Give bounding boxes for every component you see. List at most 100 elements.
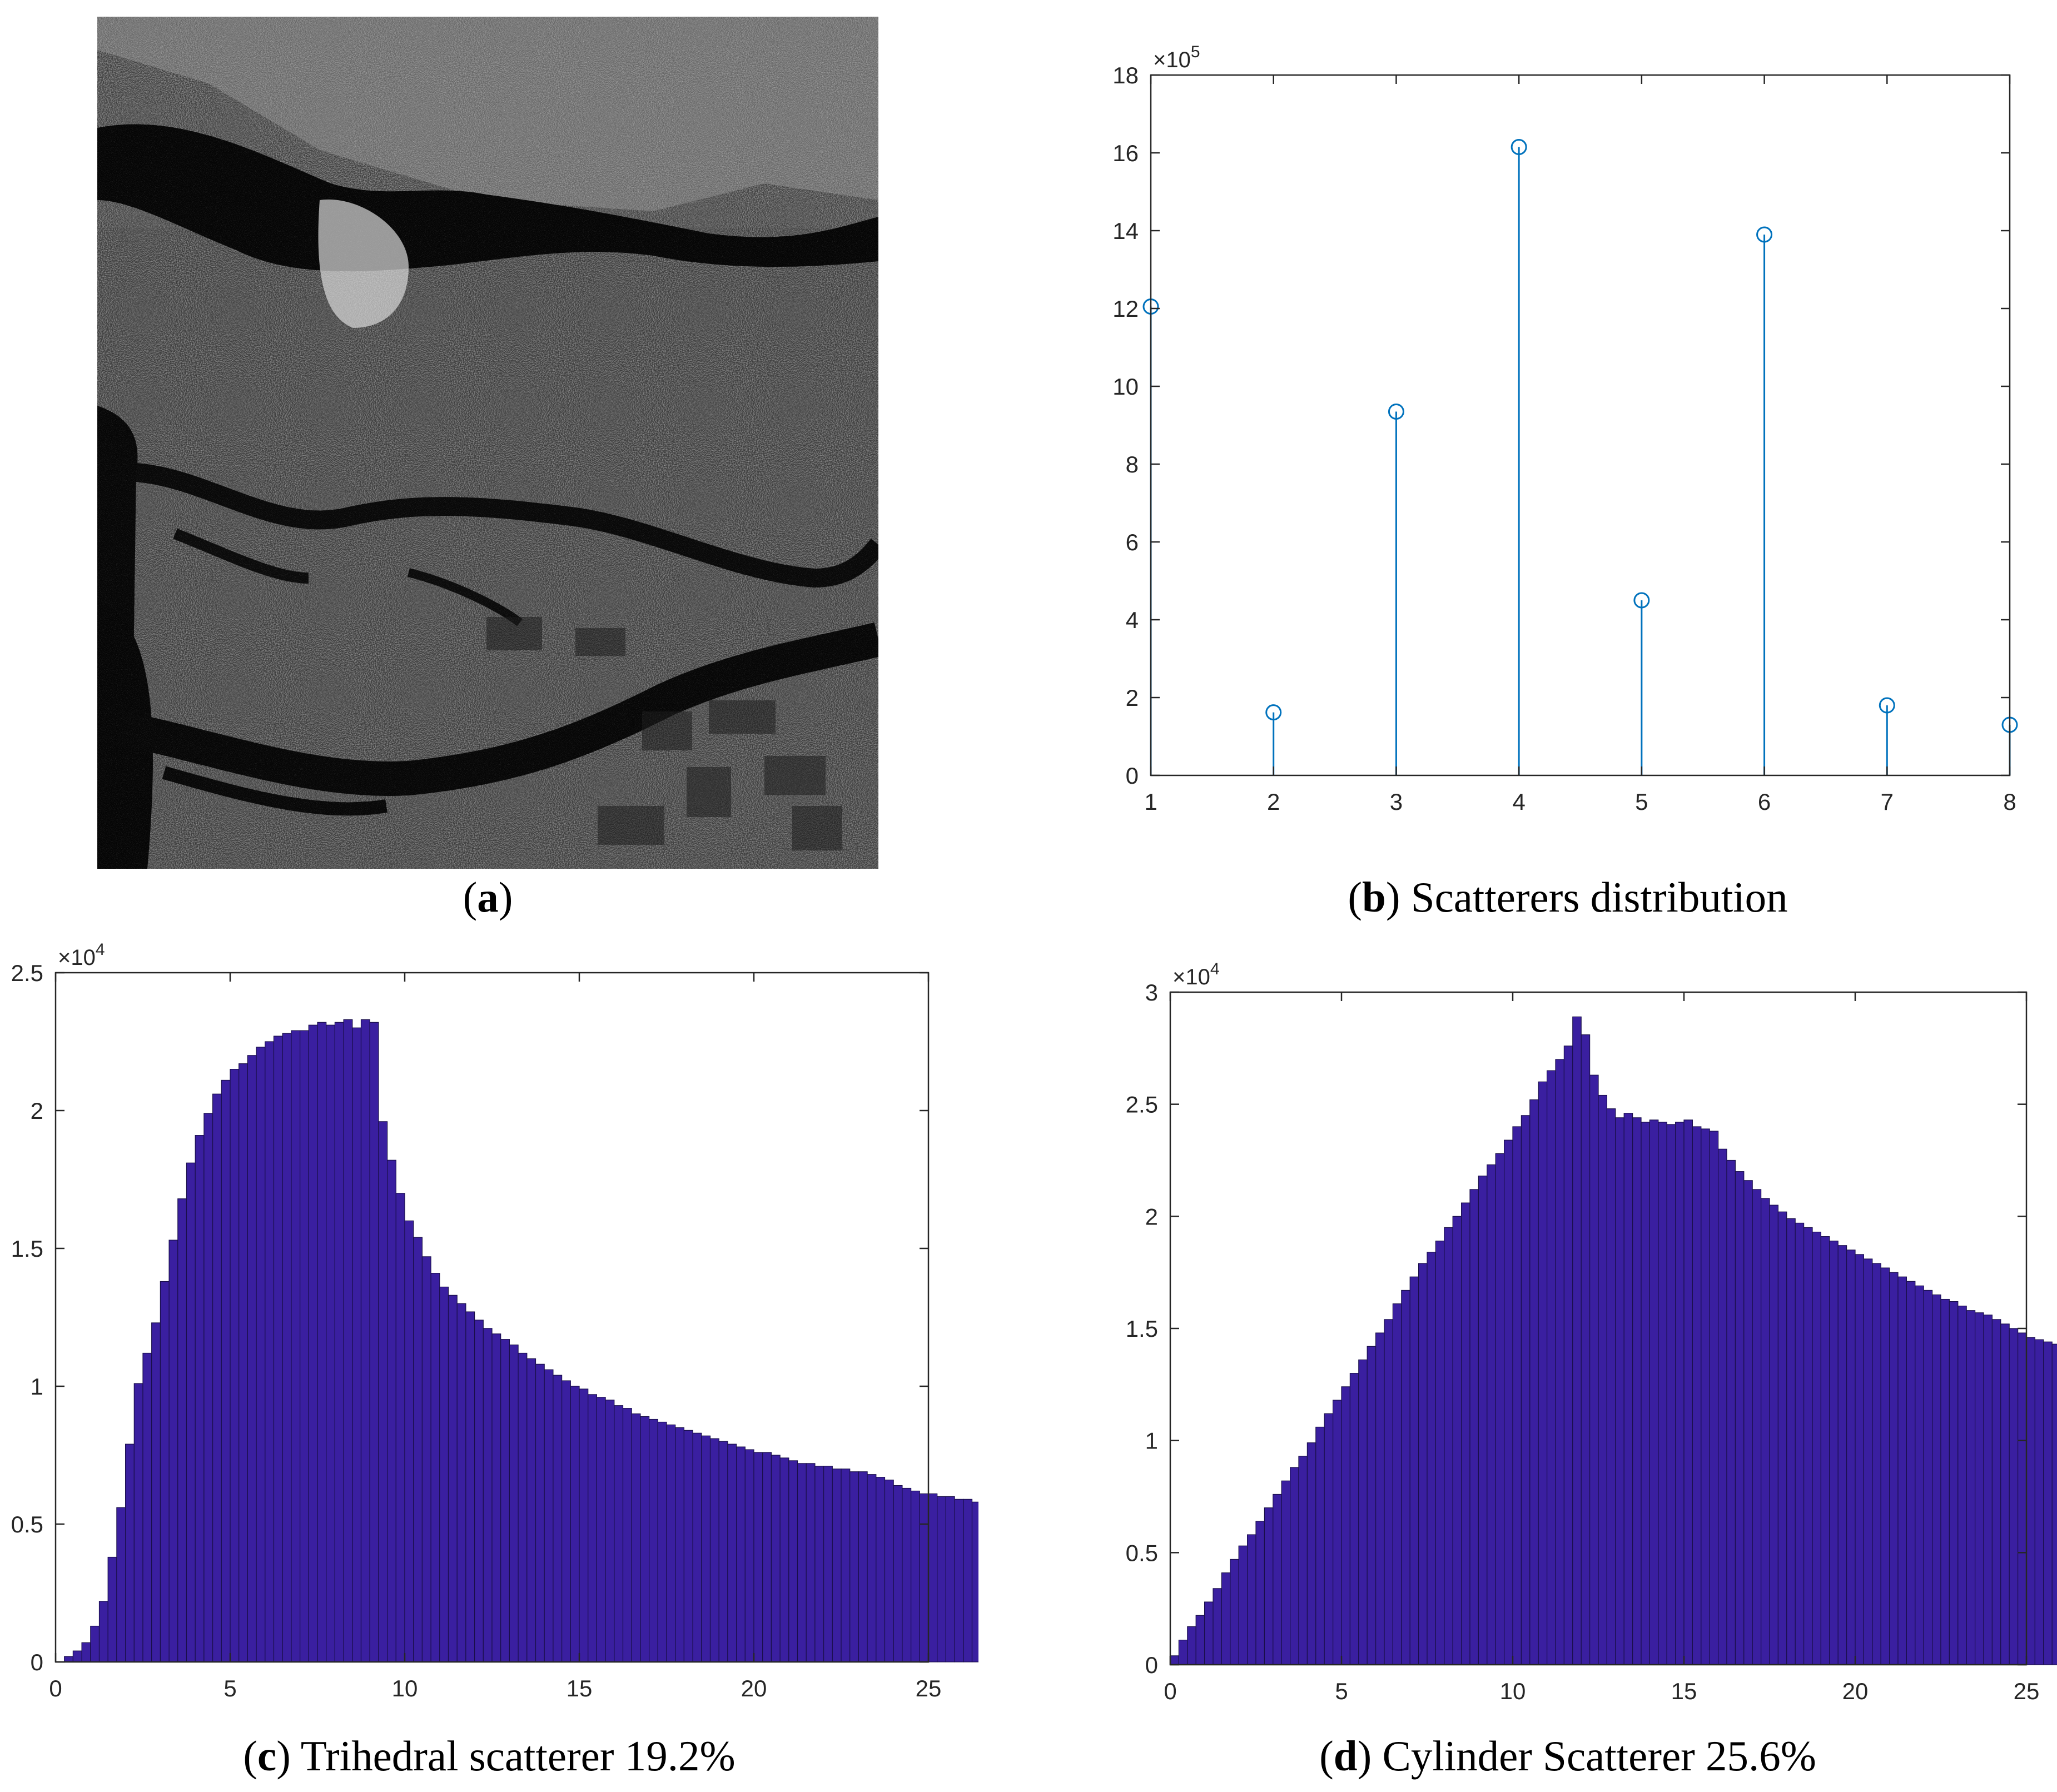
histogram-bar: [1837, 1245, 1847, 1665]
y-tick-label: 16: [1112, 140, 1139, 166]
histogram-bar: [701, 1435, 711, 1662]
histogram-bar: [160, 1281, 170, 1662]
histogram-bar: [1589, 1074, 1599, 1665]
histogram-bar: [1675, 1122, 1685, 1665]
histogram-bar: [1872, 1263, 1881, 1665]
y-tick-label: 10: [1112, 374, 1139, 400]
histogram-bar: [1178, 1640, 1188, 1665]
stem-marker: [1633, 592, 1650, 609]
histogram-bar: [1230, 1559, 1239, 1665]
histogram-bar: [1735, 1171, 1745, 1665]
histogram-bar: [439, 1286, 449, 1662]
histogram-bar: [1623, 1113, 1633, 1665]
histogram-bar: [1521, 1115, 1531, 1665]
histogram-bar: [378, 1121, 388, 1662]
histogram-bar: [1606, 1108, 1616, 1665]
caption-a-letter: a: [477, 873, 499, 921]
y-exponent-label: ×105: [1153, 43, 1200, 72]
y-tick-label: 2: [1145, 1203, 1158, 1229]
histogram-bar: [779, 1457, 789, 1662]
histogram-bar: [1598, 1094, 1607, 1665]
histogram-bar: [1915, 1285, 1924, 1665]
histogram-bar: [168, 1240, 178, 1662]
histogram-bar: [727, 1443, 737, 1662]
histogram-bar: [98, 1601, 108, 1662]
y-tick-label: 0.5: [11, 1511, 43, 1537]
histogram-bar: [1709, 1131, 1719, 1665]
exponent-base: ×10: [1153, 48, 1191, 72]
histogram-bar: [483, 1328, 493, 1662]
histogram-bar: [797, 1463, 807, 1662]
chart-d-histogram: 0 5 10 15 20 25 0 0.5 1 1.5 2 2.5 3 ×104: [1126, 960, 2057, 1704]
histogram-bar: [1829, 1241, 1839, 1665]
histogram-bar: [1512, 1126, 1522, 1665]
histogram-bar: [413, 1237, 423, 1662]
histogram-bar: [937, 1496, 946, 1662]
histogram-bar: [753, 1452, 763, 1662]
panel-c: 0 5 10 15 20 25 0 0.5 1 1.5 2 2.5 ×104: [0, 939, 978, 1718]
y-tick-label: 0: [31, 1649, 43, 1675]
histogram-bar: [474, 1320, 484, 1662]
sar-image: [97, 17, 878, 869]
histogram-bar: [107, 1556, 117, 1662]
histogram-bar: [1803, 1227, 1813, 1665]
histogram-bar: [72, 1650, 82, 1662]
x-tick-label: 25: [2014, 1678, 2040, 1704]
histogram-bar: [369, 1022, 379, 1662]
histogram-bar: [648, 1418, 658, 1662]
histogram-bar: [1409, 1276, 1419, 1665]
histogram-bar: [1290, 1467, 1299, 1665]
plot-area: [1151, 75, 2010, 775]
histogram-bar: [1170, 1655, 1179, 1665]
exponent-power: 5: [1191, 43, 1200, 61]
x-tick-label: 3: [1390, 789, 1403, 815]
histogram-bar: [151, 1322, 161, 1662]
histogram-bar: [1846, 1250, 1856, 1665]
histogram-bar: [657, 1421, 667, 1662]
histogram-bar: [308, 1024, 318, 1662]
y-exponent-label: ×104: [1172, 960, 1220, 989]
histogram-bar: [1966, 1310, 1976, 1665]
panel-b: 1 2 3 4 5 6 7 8 0 2 4 6 8 10 12 14 16 18 ×105: [1079, 22, 2057, 817]
histogram-bar: [553, 1375, 563, 1662]
histogram-bar: [1786, 1218, 1796, 1665]
y-tick-label: 2: [31, 1098, 43, 1124]
y-tick-label: 0: [1126, 763, 1139, 789]
x-tick-label: 20: [741, 1675, 767, 1701]
histogram-bar: [1315, 1426, 1325, 1665]
histogram-bar: [1880, 1267, 1890, 1665]
caption-a: (a): [463, 873, 513, 921]
histogram-bar: [683, 1430, 693, 1662]
histogram-bar: [2009, 1328, 2019, 1665]
x-tick-label: 20: [1842, 1678, 1869, 1704]
x-tick-label: 7: [1881, 789, 1894, 815]
histogram-bar: [1367, 1346, 1377, 1665]
histogram-bar: [1469, 1189, 1479, 1665]
histogram-bar: [1931, 1294, 1941, 1665]
histogram-bar: [1503, 1139, 1513, 1665]
histogram-bar: [876, 1477, 886, 1662]
histogram-bar: [1983, 1315, 1993, 1665]
histogram-bar: [1683, 1119, 1693, 1665]
histogram-bar: [814, 1466, 824, 1662]
y-tick-label: 8: [1126, 451, 1139, 477]
x-tick-label: 10: [392, 1675, 418, 1701]
y-tick-label: 0: [1145, 1652, 1158, 1678]
histogram-bar: [1349, 1373, 1359, 1665]
histogram-bar: [1889, 1272, 1899, 1665]
histogram-bar: [1247, 1534, 1256, 1665]
x-tick-label: 5: [1635, 789, 1648, 815]
histogram-bar: [343, 1019, 353, 1662]
stem-marker: [1879, 697, 1895, 714]
histogram-bar: [1632, 1117, 1642, 1665]
histogram-bar: [317, 1022, 327, 1662]
histogram-bar: [1743, 1180, 1753, 1665]
histogram-bar: [954, 1499, 964, 1662]
histogram-bar: [1897, 1276, 1907, 1665]
exponent-base: ×10: [58, 945, 96, 970]
caption-d: (d) Cylinder Scatterer 25.6%: [1319, 1732, 1816, 1780]
histogram-bar: [2034, 1339, 2044, 1665]
histogram-bar: [186, 1162, 196, 1662]
histogram-bar: [1281, 1480, 1291, 1665]
axes-frame: [1150, 74, 2011, 776]
